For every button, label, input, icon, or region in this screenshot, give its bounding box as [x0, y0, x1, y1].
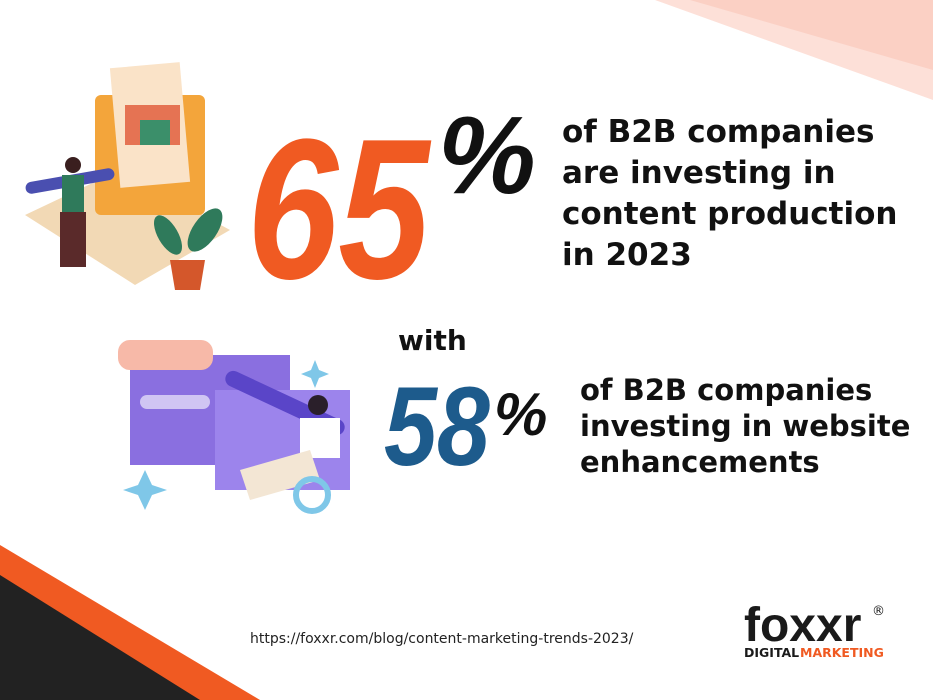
illustration-content — [25, 62, 230, 290]
corner-shape — [0, 575, 200, 700]
stat-percent: % — [494, 381, 547, 448]
stat-text: in 2023 — [562, 237, 692, 273]
stat-text: are investing in — [562, 155, 836, 191]
logo-tagline: DIGITAL — [744, 645, 799, 660]
stat-text: content production — [562, 196, 898, 232]
connector-text: with — [398, 324, 467, 357]
stat-text: of B2B companies — [580, 373, 872, 407]
logo-name: foxxr — [744, 599, 861, 652]
stat-text: investing in website — [580, 409, 910, 443]
logo-tagline: MARKETING — [800, 645, 884, 660]
corner-shape — [690, 0, 933, 70]
stat-text: enhancements — [580, 445, 820, 479]
stat-number: 65 — [247, 96, 431, 320]
stat-percent: % — [438, 94, 536, 217]
illustration-website — [118, 340, 350, 514]
stat-text: of B2B companies — [562, 114, 874, 150]
logo-registered: ® — [872, 604, 885, 619]
stat-number: 58 — [384, 365, 490, 490]
source-url: https://foxxr.com/blog/content-marketing… — [250, 631, 634, 647]
